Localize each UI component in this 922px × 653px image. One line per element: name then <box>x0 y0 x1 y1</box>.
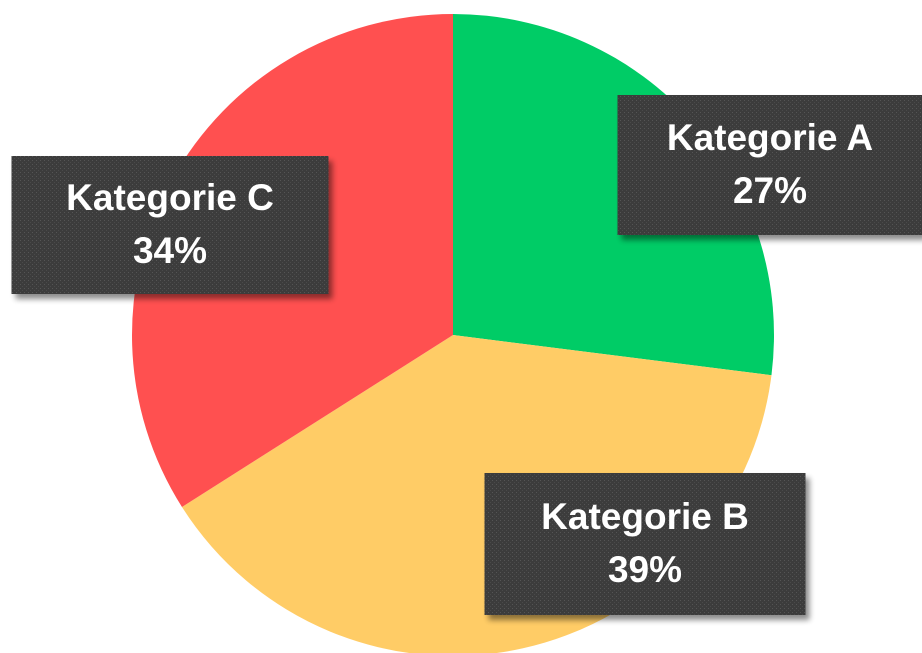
label-box <box>484 473 806 615</box>
labels: Kategorie A 27% Kategorie B 39% Kategorie C 3… <box>11 95 922 620</box>
category-label: Kategorie B <box>541 496 749 537</box>
value-label: 27% <box>733 170 807 211</box>
pie-slice <box>453 14 774 376</box>
category-label: Kategorie A <box>667 117 873 158</box>
data-label: Kategorie B 39% <box>484 473 810 620</box>
value-label: 39% <box>608 549 682 590</box>
label-box <box>11 156 329 294</box>
category-label: Kategorie C <box>66 177 274 218</box>
label-box <box>617 95 922 235</box>
data-label: Kategorie C 34% <box>11 156 333 299</box>
value-label: 34% <box>133 230 207 271</box>
data-label: Kategorie A 27% <box>617 95 922 240</box>
